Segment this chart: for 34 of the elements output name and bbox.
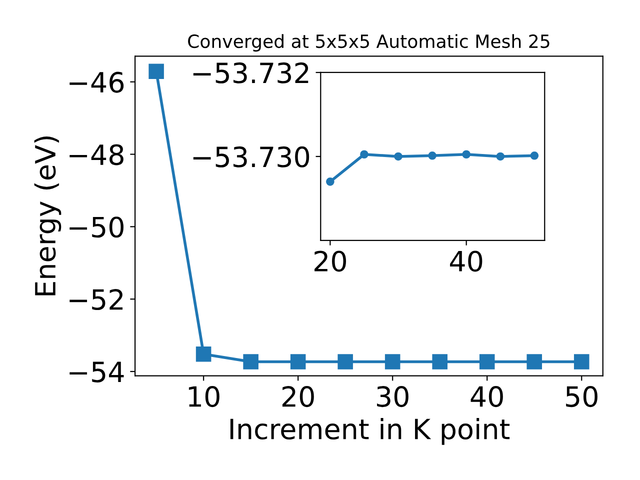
y-tick-label: −48 (70, 144, 124, 166)
x-tick-label: 30 (377, 386, 408, 408)
y-tick-label: −53.732 (193, 62, 308, 84)
x-tick-label: 20 (282, 386, 314, 408)
point (530, 151, 539, 160)
point (574, 354, 590, 370)
x-tick-label: 50 (566, 386, 598, 408)
chart-title: Converged at 5x5x5 Automatic Mesh 25 (188, 34, 550, 52)
point (462, 150, 471, 159)
point (290, 354, 306, 370)
point (526, 354, 542, 370)
y-tick-label: −50 (70, 216, 124, 238)
point (243, 354, 258, 370)
point (432, 354, 448, 370)
x-axis-title: Increment in K point (230, 418, 510, 445)
y-tick-label: −53.730 (193, 146, 310, 168)
point (428, 151, 436, 160)
point (479, 354, 495, 370)
x-tick-label: 40 (450, 250, 482, 272)
y-axis-title: Energy (eV) (34, 136, 62, 296)
point (326, 178, 334, 186)
x-tick-label: 40 (470, 386, 503, 408)
point (338, 354, 353, 370)
x-tick-label: 10 (188, 386, 220, 408)
point (384, 354, 400, 370)
x-tick-label: 20 (314, 250, 346, 272)
point (148, 64, 164, 80)
point (196, 346, 212, 362)
y-tick-label: −52 (70, 289, 123, 310)
y-tick-label: −54 (70, 362, 124, 382)
point (496, 152, 505, 161)
point (394, 152, 402, 161)
point (360, 150, 368, 159)
y-tick-label: −46 (70, 72, 124, 93)
